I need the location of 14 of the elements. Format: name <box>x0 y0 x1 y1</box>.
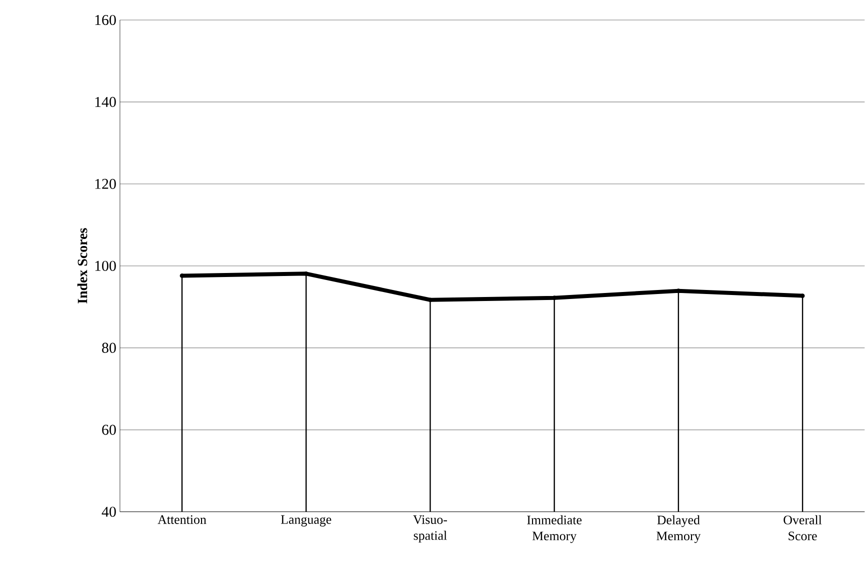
x-tick-label: Language <box>280 515 332 527</box>
x-tick-label: Delayed Memory <box>656 515 701 544</box>
x-tick-label: Attention <box>158 515 206 524</box>
y-tick-label: 80 <box>102 342 116 354</box>
y-tick-label: 160 <box>95 15 116 26</box>
y-tick-label: 60 <box>102 424 116 435</box>
x-tick-label: Visuo-spatial <box>413 515 447 543</box>
y-axis-title: Index Scores <box>77 228 88 304</box>
y-tick-label: 140 <box>95 97 116 108</box>
x-tick-label: Immediate Memory <box>527 515 582 544</box>
y-tick-label: 100 <box>95 260 116 272</box>
y-tick-label: 40 <box>102 506 116 517</box>
x-tick-label: Overall Score <box>784 515 822 540</box>
y-tick-label: 120 <box>95 179 116 190</box>
